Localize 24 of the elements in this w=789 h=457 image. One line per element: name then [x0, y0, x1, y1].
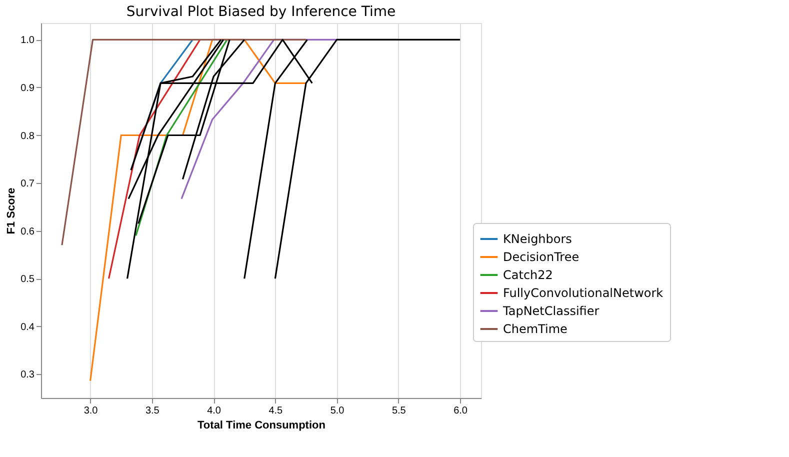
x-tick-label: 6.0 [454, 406, 468, 416]
legend-label: DecisionTree [503, 250, 580, 264]
legend-label: KNeighbors [503, 232, 572, 246]
y-tick-label: 0.4 [20, 322, 35, 333]
x-tick-label: 4.5 [268, 406, 284, 416]
x-tick-label: 4.0 [207, 406, 222, 416]
x-axis-title: Total Time Consumption [198, 420, 326, 432]
y-tick-label: 0.8 [20, 130, 35, 142]
y-tick-label: 0.9 [20, 82, 35, 94]
legend-label: TapNetClassifier [502, 304, 600, 318]
x-tick-label: 3.0 [84, 406, 98, 416]
x-tick-label: 5.0 [330, 406, 345, 416]
legend-label: ChemTime [503, 322, 568, 336]
y-axis-title: F1 Score [6, 188, 18, 234]
y-tick-label: 0.5 [20, 274, 35, 286]
x-tick-label: 5.5 [392, 406, 406, 416]
y-tick-label: 0.3 [20, 370, 35, 381]
y-tick-label: 0.7 [20, 178, 35, 190]
legend-label: FullyConvolutionalNetwork [503, 286, 664, 300]
chart-title: Survival Plot Biased by Inference Time [126, 4, 396, 20]
x-tick-label: 3.5 [145, 406, 160, 416]
y-tick-label: 0.6 [20, 226, 35, 238]
legend-label: Catch22 [503, 268, 553, 282]
y-tick-label: 1.0 [20, 35, 35, 46]
